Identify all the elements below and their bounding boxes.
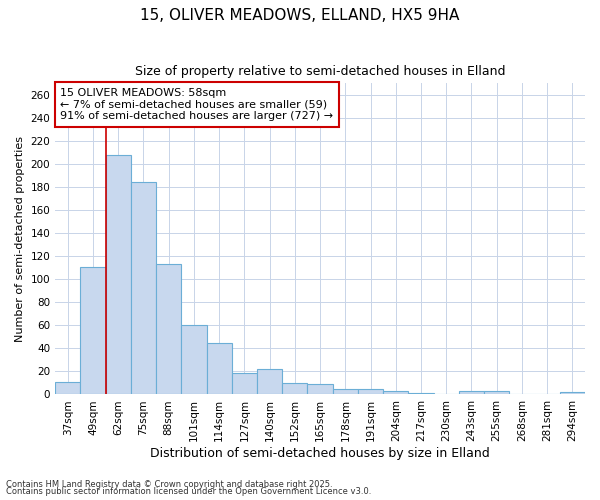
Text: Contains HM Land Registry data © Crown copyright and database right 2025.: Contains HM Land Registry data © Crown c…: [6, 480, 332, 489]
Bar: [206, 342, 232, 394]
Text: 15 OLIVER MEADOWS: 58sqm
← 7% of semi-detached houses are smaller (59)
91% of se: 15 OLIVER MEADOWS: 58sqm ← 7% of semi-de…: [61, 88, 334, 121]
Bar: [156, 264, 181, 394]
Text: Contains public sector information licensed under the Open Government Licence v3: Contains public sector information licen…: [6, 487, 371, 496]
Bar: [332, 388, 358, 394]
Bar: [459, 391, 484, 394]
Bar: [383, 391, 409, 394]
Title: Size of property relative to semi-detached houses in Elland: Size of property relative to semi-detach…: [135, 65, 505, 78]
Bar: [106, 155, 131, 394]
Y-axis label: Number of semi-detached properties: Number of semi-detached properties: [15, 136, 25, 342]
Bar: [257, 369, 282, 394]
Bar: [131, 182, 156, 394]
X-axis label: Distribution of semi-detached houses by size in Elland: Distribution of semi-detached houses by …: [150, 447, 490, 460]
Bar: [307, 384, 332, 394]
Bar: [232, 372, 257, 394]
Bar: [181, 326, 206, 394]
Bar: [80, 266, 106, 394]
Text: 15, OLIVER MEADOWS, ELLAND, HX5 9HA: 15, OLIVER MEADOWS, ELLAND, HX5 9HA: [140, 8, 460, 22]
Bar: [358, 388, 383, 394]
Bar: [282, 383, 307, 394]
Bar: [560, 392, 585, 394]
Bar: [55, 382, 80, 394]
Bar: [484, 391, 509, 394]
